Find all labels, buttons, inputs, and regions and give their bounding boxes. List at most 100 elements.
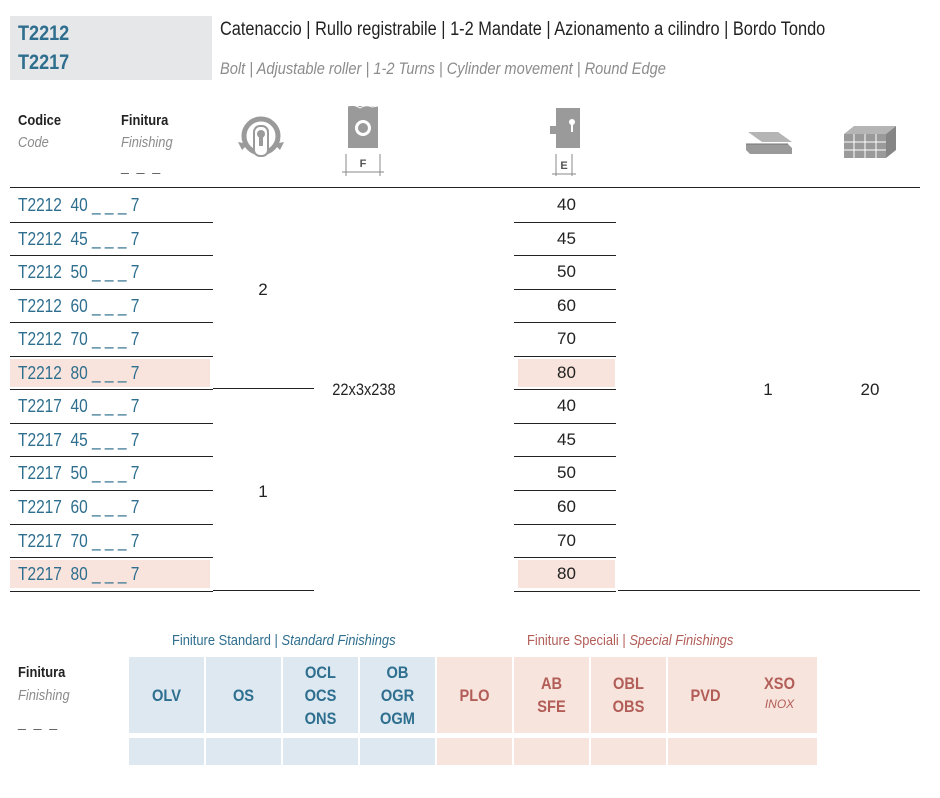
backset-rule xyxy=(514,591,616,592)
backset-e-label: E xyxy=(560,160,567,172)
pack-quantity-cell: 20 xyxy=(860,380,880,399)
backset-rule xyxy=(514,289,616,290)
finish-sub-label: INOX xyxy=(764,697,795,711)
backset-rule xyxy=(514,222,616,223)
row-backset: 80 xyxy=(557,362,576,382)
special-finish-swatch: OBL OBS xyxy=(591,657,666,733)
row-rule xyxy=(10,389,213,390)
row-backset: 60 xyxy=(557,496,576,516)
carton-pack-icon xyxy=(844,126,896,158)
finish-code: OCS xyxy=(304,685,337,705)
row-code: T2212 80 _ _ _ 7 xyxy=(18,362,140,383)
row-backset: 80 xyxy=(557,564,576,584)
row-rule xyxy=(10,255,213,256)
backset-highlight xyxy=(518,358,615,387)
finish-code: OS xyxy=(232,685,255,705)
standard-finish-swatch-lower xyxy=(283,738,358,765)
code-header-it: Codice xyxy=(18,112,62,129)
special-finish-swatch: XSO INOX xyxy=(742,657,817,733)
row-rule xyxy=(10,322,213,323)
special-finish-swatch: AB SFE xyxy=(514,657,589,733)
finish-code: OBS xyxy=(612,697,645,716)
special-finish-swatch-lower xyxy=(591,738,666,765)
title-italian: Catenaccio | Rullo registrabile | 1-2 Ma… xyxy=(220,19,826,40)
standard-finish-swatch: OS xyxy=(206,657,281,733)
standard-finish-swatch: OCL OCS ONS xyxy=(283,657,358,733)
finish-code: OLV xyxy=(152,685,181,705)
finish-code: OCL xyxy=(305,662,336,682)
finish-code: AB xyxy=(540,674,563,693)
row-rule xyxy=(10,423,213,424)
finish-code: PLO xyxy=(459,685,490,705)
row-code: T2212 40 _ _ _ 7 xyxy=(18,195,140,215)
row-backset: 40 xyxy=(557,396,576,416)
row-rule xyxy=(10,557,213,558)
faceplate-dimension-cell: 22x3x238 xyxy=(332,380,396,399)
standard-title-en: Standard Finishings xyxy=(281,632,396,649)
row-code: T2217 50 _ _ _ 7 xyxy=(18,463,140,484)
standard-finish-swatch-lower xyxy=(206,738,281,765)
backset-rule xyxy=(514,356,616,357)
turns-divider xyxy=(213,388,314,389)
standard-finish-swatch-lower xyxy=(129,738,204,765)
standard-finishings-title: Finiture Standard | Standard Finishings xyxy=(172,632,396,649)
special-finish-swatch-lower xyxy=(514,738,589,765)
row-code: T2217 60 _ _ _ 7 xyxy=(18,496,140,517)
special-finish-swatch-lower xyxy=(668,738,743,765)
backset-rule xyxy=(514,557,616,558)
finish-code: OGM xyxy=(380,708,415,728)
qty-bottom-rule xyxy=(618,590,920,591)
finish-header-en: Finishing xyxy=(121,134,173,151)
faceplate-f-label: F xyxy=(360,158,367,170)
backset-rule xyxy=(514,423,616,424)
row-rule xyxy=(10,591,213,592)
row-code: T2212 70 _ _ _ 7 xyxy=(18,329,140,350)
row-backset: 50 xyxy=(557,463,576,483)
header-rule xyxy=(10,187,920,188)
backset-rule xyxy=(514,524,616,525)
row-rule xyxy=(10,524,213,525)
row-rule xyxy=(10,456,213,457)
backset-rule xyxy=(514,456,616,457)
backset-rule xyxy=(514,322,616,323)
row-highlight xyxy=(10,560,210,589)
finish-code: PVD xyxy=(690,685,721,705)
finish-code: ONS xyxy=(304,708,337,728)
backset-rule xyxy=(514,389,616,390)
special-title-it: Finiture Speciali xyxy=(527,632,619,649)
finish-code: OBL xyxy=(613,674,644,693)
backset-rule xyxy=(514,255,616,256)
special-finish-swatch-lower xyxy=(437,738,512,765)
row-backset: 70 xyxy=(557,329,576,349)
row-backset: 70 xyxy=(557,530,576,550)
backset-highlight xyxy=(518,560,615,589)
faceplate-icon: F xyxy=(342,104,384,176)
standard-title-it: Finiture Standard xyxy=(172,632,271,649)
turns-bottom-rule xyxy=(213,590,314,591)
row-code: T2217 70 _ _ _ 7 xyxy=(18,530,140,551)
cylinder-turns-icon xyxy=(238,116,284,157)
turns-t2212-cell: 2 xyxy=(258,280,268,299)
code-header-en: Code xyxy=(18,134,49,151)
row-code: T2217 80 _ _ _ 7 xyxy=(18,564,140,585)
product-code-1: T2212 xyxy=(18,22,70,45)
finish-code: OGR xyxy=(380,685,415,705)
finish-legend-en: Finishing xyxy=(18,687,70,704)
product-code-2: T2217 xyxy=(18,51,70,74)
row-code: T2217 45 _ _ _ 7 xyxy=(18,429,140,450)
standard-finish-swatch: OB OGR OGM xyxy=(360,657,435,733)
row-rule xyxy=(10,490,213,491)
row-backset: 40 xyxy=(557,195,576,214)
row-highlight xyxy=(10,358,210,387)
finish-header-it: Finitura xyxy=(121,112,169,129)
finish-code: OB xyxy=(386,662,409,682)
backset-rule xyxy=(514,490,616,491)
finish-header-dash: _ _ _ xyxy=(121,158,163,174)
row-rule xyxy=(10,222,213,223)
row-backset: 50 xyxy=(557,262,576,282)
row-rule xyxy=(10,356,213,357)
title-english: Bolt | Adjustable roller | 1-2 Turns | C… xyxy=(220,59,666,78)
row-code: T2212 45 _ _ _ 7 xyxy=(18,228,140,249)
box-quantity-icon xyxy=(746,132,792,154)
row-rule xyxy=(10,289,213,290)
